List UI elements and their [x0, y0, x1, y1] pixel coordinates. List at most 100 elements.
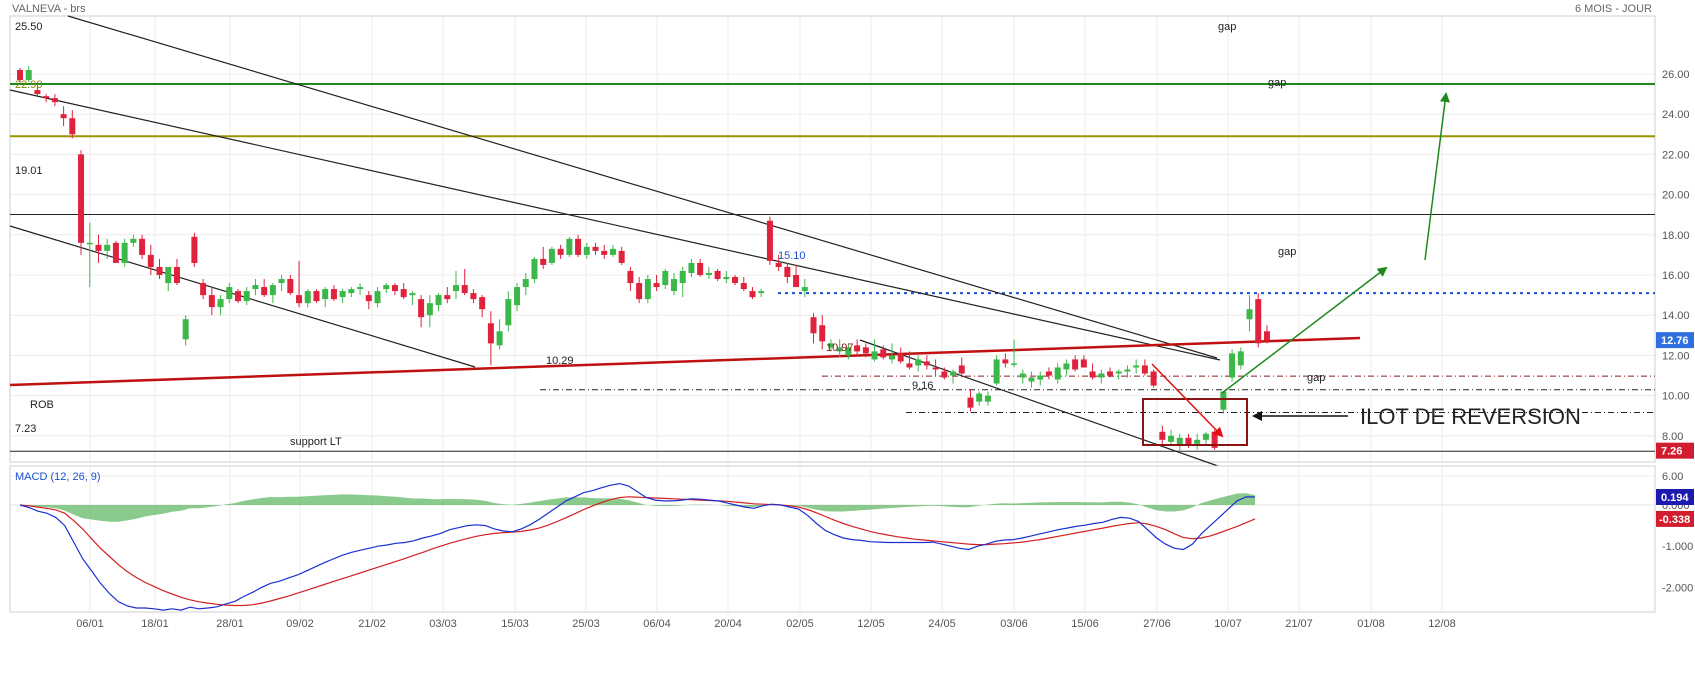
last-price-value: 12.76: [1661, 335, 1689, 347]
date-tick-label: 24/05: [928, 618, 956, 630]
price-axis[interactable]: 26.00 24.00 22.00 20.00 18.00 16.00 14.00 12.00…: [1656, 69, 1694, 483]
breakdown-arrow: [1151, 363, 1224, 438]
candle: [653, 275, 660, 292]
candle: [235, 289, 241, 304]
candle: [627, 266, 634, 292]
island-reversal-box: [1142, 398, 1248, 446]
candle: [758, 289, 765, 298]
candle: [339, 289, 346, 304]
candle: [104, 238, 111, 259]
candle: [34, 86, 41, 97]
candle: [1072, 355, 1079, 372]
candle: [793, 264, 800, 288]
candle: [749, 287, 756, 300]
candle: [1019, 369, 1026, 384]
macd-grid: [10, 466, 1655, 612]
candle: [165, 266, 172, 292]
level-label-9-16: 9.16: [912, 380, 933, 392]
candle: [383, 283, 390, 294]
candle: [1045, 367, 1052, 380]
channel-trendline: [9, 89, 1221, 361]
candle: [365, 291, 372, 310]
candle: [1098, 369, 1105, 384]
candle: [1028, 371, 1035, 388]
candle: [208, 287, 215, 316]
candle: [304, 289, 311, 308]
candle: [147, 244, 154, 275]
candle: [217, 295, 224, 316]
candle: [688, 258, 695, 278]
candle: [889, 343, 895, 364]
date-tick-label: 02/05: [786, 618, 814, 630]
candlestick-series: [17, 65, 1270, 452]
level-label-10-97: 10.97: [826, 342, 854, 354]
annotations: 25.50 22.90 19.01 15.10 10.97 10.29 9.16 7.23 ga…: [15, 21, 1581, 448]
candle: [575, 234, 582, 257]
level-label-19-01: 19.01: [15, 165, 43, 177]
candle: [976, 391, 983, 406]
candle: [287, 275, 294, 296]
candle: [374, 287, 381, 308]
level-label-15-10: 15.10: [778, 250, 806, 262]
candle: [86, 222, 93, 288]
candle: [1115, 369, 1122, 380]
candle: [426, 295, 433, 328]
period-label: 6 MOIS - JOUR: [1575, 3, 1652, 15]
candle: [1168, 429, 1175, 446]
candle: [60, 106, 67, 127]
price-tick-label: 22.00: [1662, 149, 1690, 161]
candle: [810, 313, 817, 344]
candle: [1037, 371, 1044, 386]
level-label-25-50: 25.50: [15, 21, 43, 33]
candle: [740, 277, 747, 292]
candle: [723, 270, 730, 284]
candle: [827, 339, 834, 352]
date-axis[interactable]: 06/01 18/01 28/01 09/02 21/02 03/03 15/03 25/03…: [76, 618, 1456, 630]
candle: [51, 94, 58, 107]
macd-signal-value: -0.338: [1659, 514, 1690, 526]
candle: [514, 283, 521, 312]
candle: [182, 315, 189, 346]
candle: [836, 339, 843, 358]
candle: [444, 287, 451, 304]
candle: [278, 275, 285, 292]
candle: [697, 258, 704, 278]
candle: [357, 283, 364, 296]
macd-series: [19, 482, 1256, 611]
candle: [880, 345, 887, 360]
target-arrow: [1424, 92, 1450, 261]
candle: [1063, 359, 1070, 376]
candle: [121, 238, 128, 267]
candle: [1080, 355, 1087, 368]
candle: [766, 216, 773, 265]
candle: [17, 67, 23, 85]
candle: [418, 295, 425, 328]
price-grid: [10, 16, 1655, 477]
target-arrow: [1221, 266, 1388, 394]
candle: [557, 244, 564, 259]
candle: [112, 240, 119, 263]
candle: [522, 272, 529, 296]
candle: [967, 389, 974, 412]
candle: [1054, 363, 1061, 384]
candle: [191, 232, 198, 267]
candle: [644, 275, 651, 304]
candle: [609, 244, 616, 257]
date-tick-label: 06/04: [643, 618, 671, 630]
candle: [461, 268, 468, 296]
macd-value: 0.194: [1661, 492, 1689, 504]
candle: [130, 234, 137, 247]
support-price-badge: [1656, 442, 1694, 459]
candle: [348, 287, 355, 298]
candle: [1124, 365, 1131, 378]
candle: [583, 242, 590, 259]
candle: [1246, 295, 1253, 332]
macd-histogram: [20, 493, 1255, 522]
candle: [915, 355, 922, 372]
gap-label: gap: [1307, 372, 1325, 384]
channel-trendline: [67, 15, 1218, 359]
date-tick-label: 15/06: [1071, 618, 1099, 630]
candle: [705, 266, 712, 280]
candle: [906, 351, 913, 370]
date-tick-label: 03/06: [1000, 618, 1028, 630]
